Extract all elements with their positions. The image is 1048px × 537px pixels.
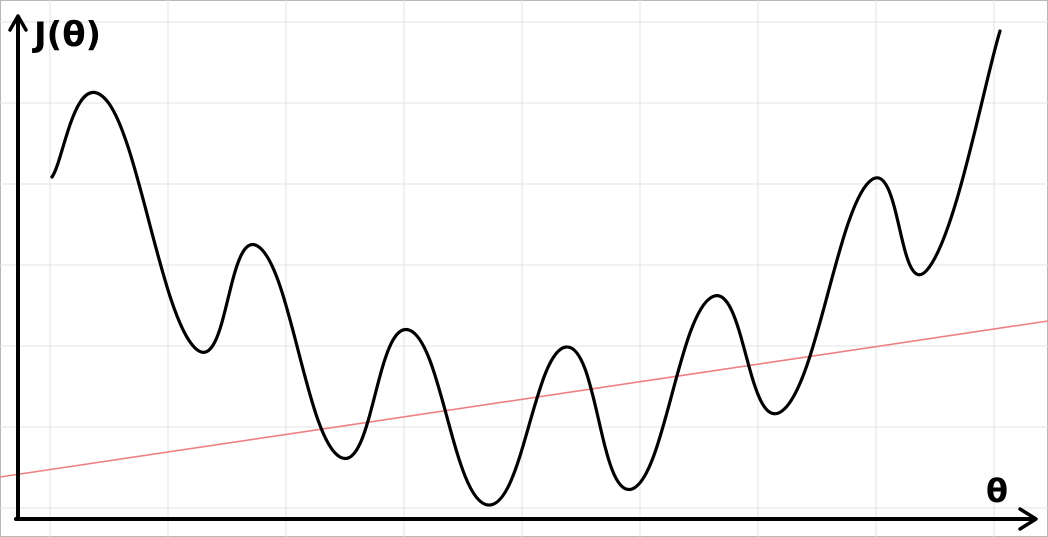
x-axis-arrowhead — [1018, 507, 1038, 531]
cost-curve — [50, 29, 1002, 507]
y-axis-arrowhead — [8, 14, 28, 32]
linear-fit-line — [0, 320, 1048, 478]
y-axis-label: J(θ) — [32, 15, 101, 55]
x-axis-label: θ — [986, 472, 1008, 510]
